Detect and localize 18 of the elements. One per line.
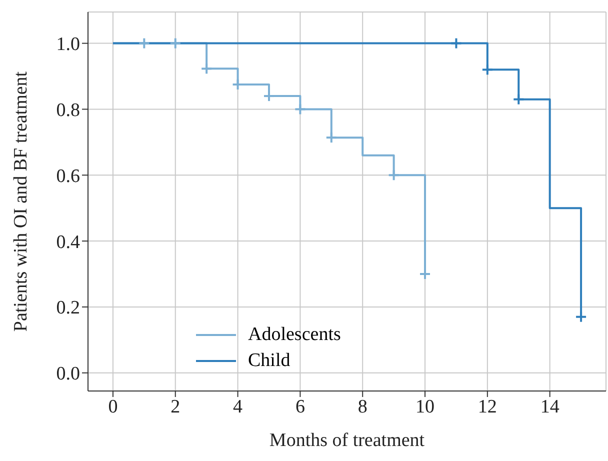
x-tick-label: 14	[540, 396, 560, 418]
x-tick-label: 12	[478, 396, 497, 418]
y-tick-label: 0.0	[56, 364, 80, 385]
x-tick-label: 0	[108, 396, 118, 418]
x-tick-label: 4	[233, 396, 244, 418]
y-tick-label: 0.8	[56, 100, 80, 121]
y-tick-label: 1.0	[56, 34, 80, 56]
x-tick-label: 6	[295, 396, 305, 418]
y-tick-label: 0.2	[56, 298, 80, 319]
legend-label: Adolescents	[248, 323, 341, 347]
y-tick-label: 0.6	[56, 166, 80, 187]
y-axis-title: Patients with OI and BF treatment	[10, 70, 32, 332]
x-tick-label: 8	[358, 396, 368, 418]
x-tick-label: 2	[170, 396, 180, 418]
legend-label: Child	[248, 349, 290, 373]
y-tick-label: 0.4	[56, 232, 80, 253]
x-axis-title: Months of treatment	[269, 430, 426, 451]
x-tick-label: 10	[416, 396, 435, 418]
